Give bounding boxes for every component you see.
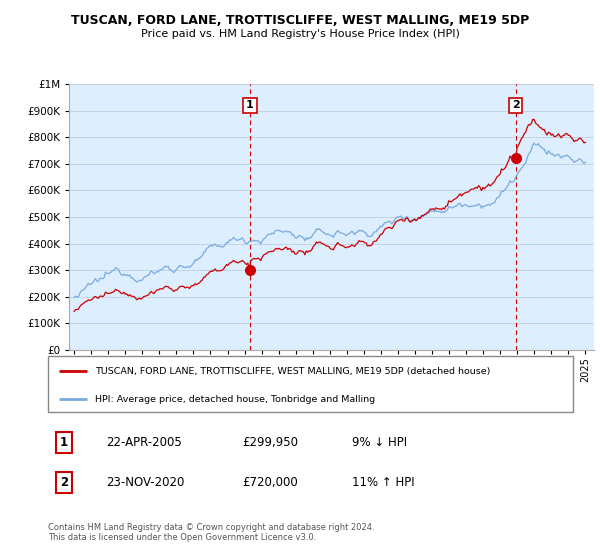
Text: 1: 1 [59, 436, 68, 449]
Text: £299,950: £299,950 [242, 436, 298, 449]
Text: TUSCAN, FORD LANE, TROTTISCLIFFE, WEST MALLING, ME19 5DP: TUSCAN, FORD LANE, TROTTISCLIFFE, WEST M… [71, 14, 529, 27]
Text: £720,000: £720,000 [242, 476, 298, 489]
Text: 11% ↑ HPI: 11% ↑ HPI [353, 476, 415, 489]
Text: 22-APR-2005: 22-APR-2005 [106, 436, 182, 449]
Text: HPI: Average price, detached house, Tonbridge and Malling: HPI: Average price, detached house, Tonb… [95, 395, 376, 404]
Text: Price paid vs. HM Land Registry's House Price Index (HPI): Price paid vs. HM Land Registry's House … [140, 29, 460, 39]
Text: 2: 2 [512, 100, 520, 110]
Text: 23-NOV-2020: 23-NOV-2020 [106, 476, 184, 489]
Text: TUSCAN, FORD LANE, TROTTISCLIFFE, WEST MALLING, ME19 5DP (detached house): TUSCAN, FORD LANE, TROTTISCLIFFE, WEST M… [95, 367, 491, 376]
Text: 1: 1 [246, 100, 254, 110]
FancyBboxPatch shape [48, 356, 573, 412]
Text: 9% ↓ HPI: 9% ↓ HPI [353, 436, 407, 449]
Text: 2: 2 [59, 476, 68, 489]
Text: Contains HM Land Registry data © Crown copyright and database right 2024.
This d: Contains HM Land Registry data © Crown c… [48, 523, 374, 543]
